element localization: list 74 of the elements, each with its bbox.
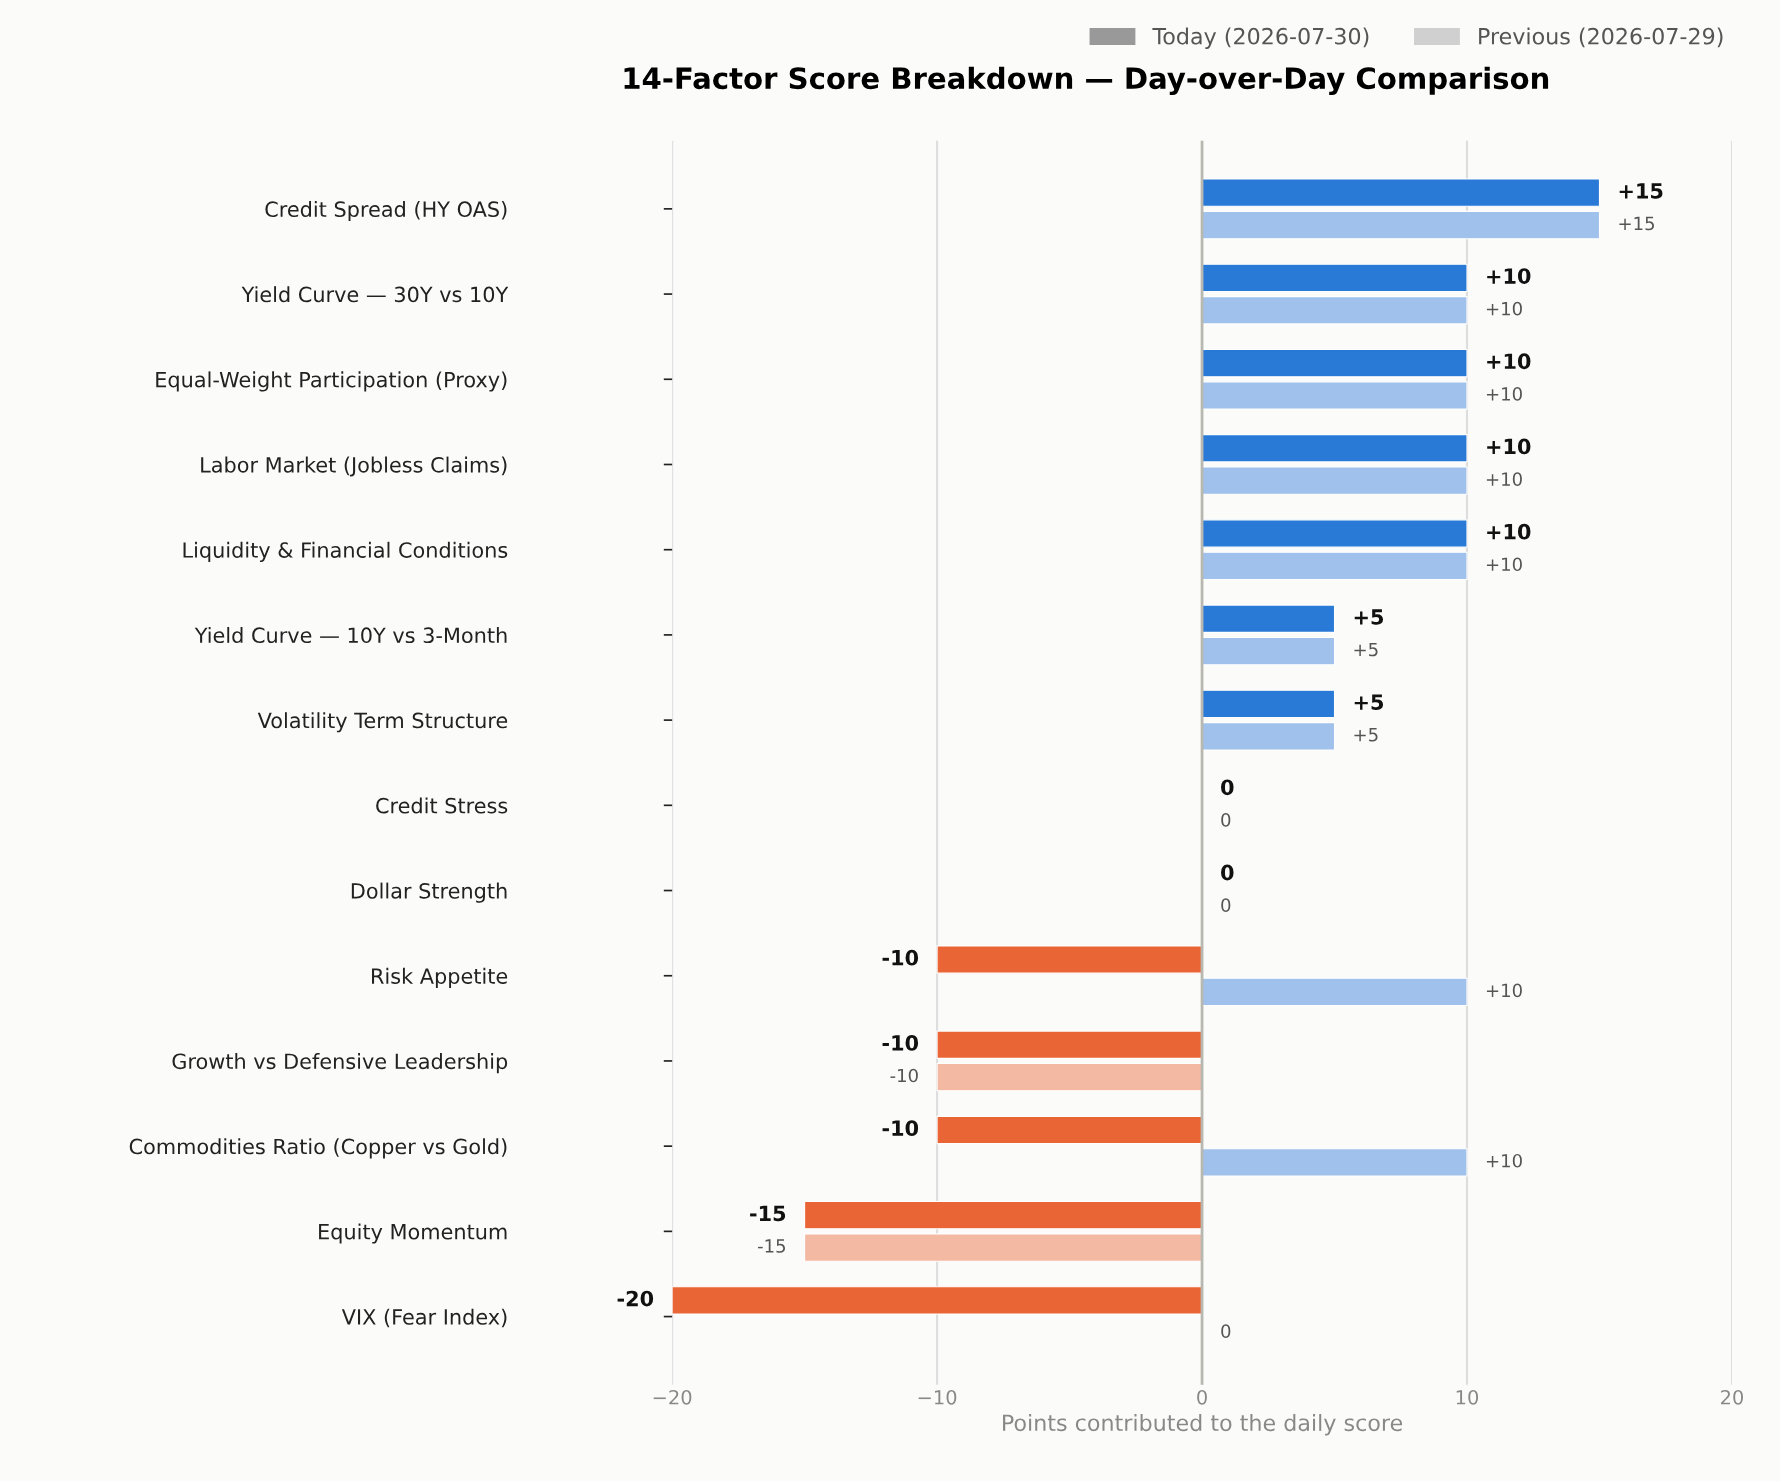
- y-tick-label: Commodities Ratio (Copper vs Gold): [129, 1138, 507, 1159]
- data-label: -10: [890, 1068, 918, 1083]
- bar: [804, 1233, 1203, 1262]
- x-axis-title: Points contributed to the daily score: [1003, 1413, 1403, 1436]
- y-tick-label: Risk Appetite: [372, 967, 508, 988]
- bar: [1201, 689, 1336, 719]
- bar: [1201, 210, 1601, 240]
- y-tick-label: VIX (Fear Index): [341, 1308, 507, 1328]
- bar: [1201, 348, 1468, 378]
- data-label: +10: [1486, 472, 1522, 486]
- data-label: 0: [1221, 779, 1234, 796]
- y-tick-label: Volatility Term Structure: [257, 712, 508, 733]
- bar: [1201, 263, 1468, 293]
- data-label: +10: [1487, 353, 1531, 370]
- data-label: +10: [1486, 301, 1522, 316]
- data-label: +10: [1487, 523, 1531, 540]
- y-tick-label: Yield Curve — 30Y vs 10Y: [241, 286, 509, 303]
- bar: [1201, 604, 1336, 633]
- data-label: -20: [617, 1290, 654, 1307]
- data-label: 0: [1221, 898, 1231, 912]
- data-label: +10: [1486, 557, 1522, 572]
- bar: [1201, 722, 1336, 751]
- y-tick-label: Credit Spread (HY OAS): [265, 200, 507, 222]
- data-label: -10: [882, 949, 919, 966]
- bar: [1201, 519, 1468, 548]
- x-tick-label: 10: [1456, 1389, 1479, 1405]
- data-label: 0: [1221, 813, 1231, 827]
- data-label: 0: [1221, 864, 1234, 881]
- x-tick-label: 0: [1197, 1389, 1207, 1405]
- y-tick-label: Equity Momentum: [319, 1223, 507, 1244]
- y-tick-label: Credit Stress: [376, 797, 508, 814]
- data-label: +5: [1354, 642, 1378, 657]
- bar: [936, 1115, 1203, 1145]
- text: Previous (2026-07-29): [1479, 27, 1723, 48]
- data-label: +5: [1354, 694, 1384, 710]
- bar: [804, 1200, 1203, 1230]
- chart-title: 14-Factor Score Breakdown — Day-over-Day Comparison: [624, 66, 1549, 96]
- bar: [936, 945, 1203, 974]
- bar: [1201, 1148, 1468, 1177]
- data-label: -10: [882, 1035, 919, 1051]
- bar: [1201, 551, 1468, 581]
- y-tick-label: Labor Market (Jobless Claims): [201, 456, 507, 477]
- bar: [936, 1030, 1203, 1059]
- bar: [1201, 977, 1468, 1007]
- y-tick-label: Liquidity & Financial Conditions: [183, 541, 508, 562]
- bar: [1201, 434, 1468, 463]
- y-tick-label: Dollar Strength: [351, 882, 507, 903]
- data-label: -10: [882, 1120, 919, 1137]
- x-tick-label: −20: [653, 1389, 692, 1405]
- data-label: +10: [1487, 438, 1531, 455]
- data-label: +15: [1619, 183, 1663, 199]
- data-label: -15: [750, 1205, 786, 1222]
- y-tick-label: Equal-Weight Participation (Proxy): [156, 371, 507, 392]
- bar: [1201, 178, 1601, 207]
- data-label: +10: [1486, 387, 1522, 401]
- y-tick-label: Yield Curve — 10Y vs 3-Month: [194, 626, 507, 644]
- data-label: +5: [1354, 609, 1384, 625]
- text: Today (2026-07-30): [1152, 27, 1369, 49]
- y-tick-label: Growth vs Defensive Leadership: [172, 1053, 508, 1074]
- bar: [672, 1286, 1203, 1315]
- bar: [1201, 466, 1468, 495]
- bar: [936, 1062, 1203, 1092]
- bar: [1201, 296, 1468, 325]
- bar: [1201, 381, 1468, 410]
- data-label: +10: [1487, 268, 1531, 284]
- x-tick-label: −10: [918, 1389, 957, 1405]
- data-label: +5: [1354, 728, 1378, 742]
- data-label: -15: [757, 1239, 786, 1253]
- data-label: 0: [1221, 1324, 1231, 1338]
- bar: [1201, 636, 1336, 666]
- x-tick-label: 20: [1720, 1389, 1744, 1405]
- data-label: +10: [1486, 983, 1522, 998]
- data-label: +15: [1619, 216, 1655, 231]
- data-label: +10: [1486, 1153, 1522, 1168]
